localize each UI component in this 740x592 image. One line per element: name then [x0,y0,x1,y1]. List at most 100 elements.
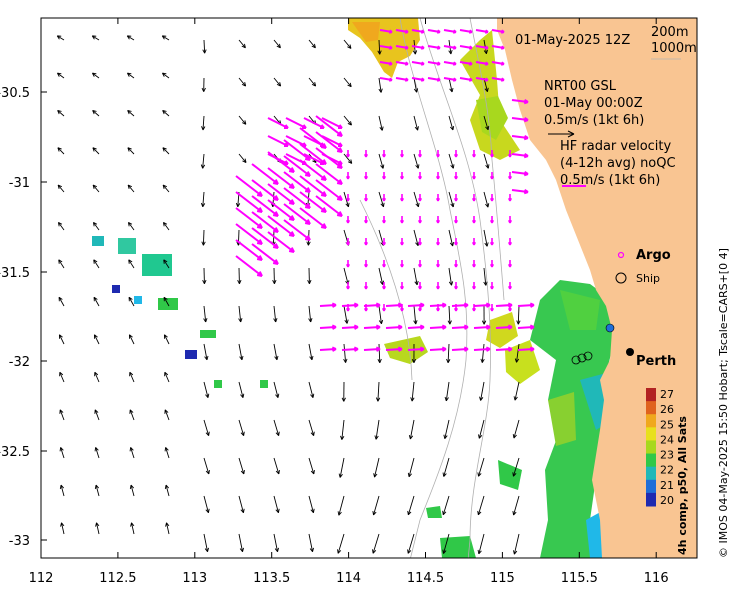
radar-arrow-head [435,285,441,290]
sst-patch [486,312,518,348]
model-arrow-head [442,472,447,477]
model-arrow-head [478,434,483,439]
radar-arrow [235,223,263,245]
model-arrow-head [237,279,242,284]
model-arrow-head [204,355,209,361]
model-arrow-head [93,334,98,339]
model-arrow-head [162,222,168,227]
radar-arrow-head [420,61,425,66]
model-arrow [308,457,315,475]
model-arrow-head [202,279,207,284]
model-arrow [238,153,247,163]
model-arrow [373,495,380,516]
model-arrow-head [57,222,63,227]
radar-arrow-head [381,285,387,290]
model-arrow [95,484,100,497]
radar-arrow-head [363,285,369,290]
model-arrow [378,191,384,207]
model-arrow [59,372,65,383]
radar-arrow [473,348,491,351]
model-arrow-head [513,396,518,401]
radar-arrow-head [337,142,343,147]
sst-patch [185,350,197,359]
radar-arrow [251,227,279,249]
model-arrow [202,153,205,169]
radar-arrow-head [417,241,423,246]
model-arrow [57,147,65,155]
model-arrow-head [306,241,311,246]
model-arrow [203,495,209,513]
model-arrow-head [484,242,489,247]
model-arrow-head [238,318,243,323]
model-arrow-head [485,164,490,169]
ship-legend-label: Ship [636,272,660,285]
radar-arrow-head [337,124,343,129]
model-arrow [163,222,170,231]
model-arrow-head [164,484,170,490]
colorbar-segment [646,453,656,468]
isobath-label-1000: 1000m [651,41,697,56]
model-arrow-head [200,164,206,169]
model-arrow-head [92,222,98,227]
model-arrow-head [414,126,419,131]
radar-arrow [235,255,263,277]
model-arrow-head [380,164,385,169]
radar-arrow [511,99,529,103]
model-arrow [372,533,380,554]
radar-arrow-head [397,346,403,352]
sst-patch [352,22,380,42]
model-arrow [203,305,207,322]
model-arrow-head [129,484,135,490]
model-arrow-head [127,222,133,227]
radar-arrow-head [417,197,423,202]
x-tick-label: 112.5 [99,571,136,586]
radar-arrow-head [345,285,351,290]
radar-arrow [321,117,343,129]
radar-label-3: 0.5m/s (1kt 6h) [560,173,660,188]
model-arrow-head [413,320,418,325]
radar-arrow [283,171,311,193]
model-arrow-head [415,202,420,208]
model-arrow-head [58,259,63,264]
radar-arrow-head [272,227,279,233]
radar-arrow-head [452,45,457,50]
sst-patch [118,238,136,254]
model-arrow-head [95,522,100,527]
model-arrow [203,457,210,475]
model-arrow [127,184,135,193]
radar-arrow-head [523,152,529,159]
model-arrow [61,522,65,535]
radar-arrow-head [489,285,495,290]
model-arrow-head [379,126,384,131]
radar-arrow-head [471,219,477,224]
radar-arrow [267,153,289,165]
perth-marker [626,348,634,356]
radar-arrow [315,195,343,217]
model-arrow [480,381,485,401]
model-arrow [378,115,383,131]
model-arrow-head [448,281,454,286]
radar-arrow-head [435,175,441,180]
radar-arrow-head [471,285,477,290]
model-arrow-head [275,469,280,475]
model-arrow-head [127,184,132,190]
model-arrow-head [273,318,278,323]
radar-arrow-head [272,179,279,185]
model-arrow [92,72,100,79]
radar-arrow-head [399,153,405,158]
radar-arrow-head [435,307,441,312]
x-tick-label: 114.5 [407,571,444,586]
model-arrow-head [92,109,97,115]
radar-arrow [407,304,425,307]
radar-arrow-head [500,45,505,50]
radar-arrow [267,167,295,189]
radar-arrow [267,117,289,129]
radar-arrow-head [484,77,489,82]
sst-patch [426,506,442,518]
model-arrow-head [56,35,62,40]
radar-arrow [511,117,529,121]
model-arrow [444,419,450,439]
model-arrow-head [372,549,377,554]
sst-patch [200,330,216,338]
model-arrow-head [200,202,206,208]
